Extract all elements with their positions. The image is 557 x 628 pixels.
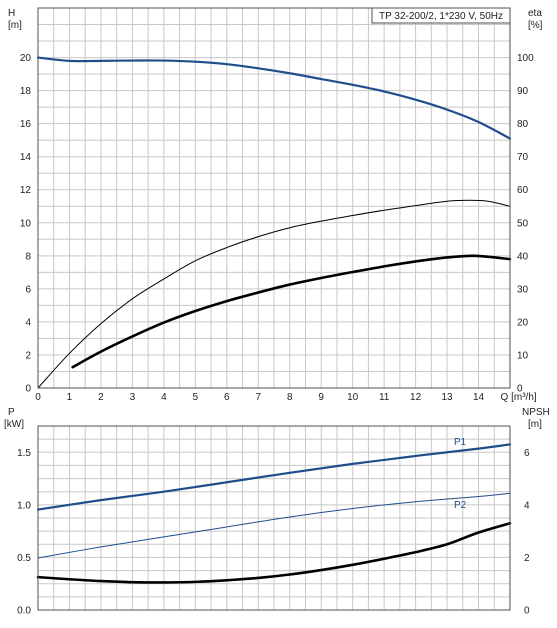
p1-label: P1: [454, 437, 467, 448]
y-left-tick-label: 2: [25, 350, 31, 361]
y-left-tick-label: 16: [20, 119, 32, 130]
y-left-tick-label: 10: [20, 218, 32, 229]
x-tick-label: 13: [442, 392, 454, 403]
x-tick-label: 4: [161, 392, 167, 403]
legend-text: TP 32-200/2, 1*230 V, 50Hz: [379, 11, 503, 22]
y-right-tick-label: 6: [524, 448, 530, 459]
y-right-tick-label: 20: [517, 317, 529, 328]
y-right-tick-label: 90: [517, 86, 529, 97]
legend-box: [371, 7, 511, 24]
x-tick-label: 3: [130, 392, 136, 403]
y-right-tick-label: 0: [517, 384, 523, 395]
x-tick-label: 5: [193, 392, 199, 403]
x-tick-label: 12: [410, 392, 422, 403]
y-left-tick-label: 6: [25, 284, 31, 295]
bottom-y-left-unit: [kW]: [4, 419, 24, 430]
top-panel-frame: [37, 7, 511, 389]
y-left-tick-label: 0.0: [17, 606, 31, 617]
y-right-tick-label: 70: [517, 152, 529, 163]
bottom-y-right-unit: [m]: [528, 419, 542, 430]
bottom-panel-series: [36, 443, 512, 584]
bottom-y-left-title: P: [8, 407, 15, 418]
y-right-tick-label: 10: [517, 350, 529, 361]
bottom-y-right-title: NPSH: [522, 407, 550, 418]
top-panel-grid: [37, 7, 511, 389]
p2-label: P2: [454, 500, 467, 511]
x-tick-label: 10: [347, 392, 359, 403]
y-right-tick-label: 0: [524, 606, 530, 617]
bottom-series-line-1: [37, 492, 511, 559]
y-right-tick-label: 4: [524, 500, 530, 511]
y-left-tick-label: 0.5: [17, 553, 31, 564]
x-tick-label: 2: [98, 392, 104, 403]
y-right-tick-label: 100: [517, 53, 534, 64]
y-left-tick-label: 1.0: [17, 500, 31, 511]
x-tick-label: 0: [35, 392, 41, 403]
y-right-tick-label: 2: [524, 553, 530, 564]
y-right-tick-label: 40: [517, 251, 529, 262]
y-left-tick-label: 20: [20, 53, 32, 64]
x-tick-label: 6: [224, 392, 230, 403]
top-series-line-1: [37, 199, 511, 389]
y-right-tick-label: 80: [517, 119, 529, 130]
top-y-right-title: eta: [528, 8, 542, 19]
x-tick-label: 11: [379, 392, 390, 403]
bottom-series-line-0: [36, 443, 512, 511]
y-left-tick-label: 0: [25, 384, 31, 395]
top-y-right-unit: [%]: [528, 20, 543, 31]
bottom-panel-frame: [37, 425, 511, 611]
tick-labels: 0 1 2 3 4 5 6 7 8 9 10 11 12 13 14 Q [m³/h]024681012141…: [17, 53, 537, 616]
y-left-tick-label: 12: [20, 185, 32, 196]
y-right-tick-label: 50: [517, 218, 529, 229]
x-tick-label: 1: [67, 392, 73, 403]
top-y-left-title: H: [8, 8, 15, 19]
top-y-left-unit: [m]: [8, 20, 22, 31]
y-right-tick-label: 30: [517, 284, 529, 295]
top-series-line-2: [71, 254, 512, 369]
x-tick-label: 8: [287, 392, 293, 403]
y-left-tick-label: 14: [20, 152, 32, 163]
y-left-tick-label: 8: [25, 251, 31, 262]
y-right-tick-label: 60: [517, 185, 529, 196]
bottom-series-line-2: [36, 521, 512, 584]
top-panel-series: [36, 56, 512, 389]
x-tick-label: 14: [473, 392, 485, 403]
x-axis-label: Q [m³/h]: [501, 392, 537, 403]
y-left-tick-label: 18: [20, 86, 32, 97]
x-tick-label: 7: [255, 392, 261, 403]
y-left-tick-label: 4: [25, 317, 31, 328]
top-series-line-0: [36, 56, 512, 140]
x-tick-label: 9: [318, 392, 324, 403]
y-left-tick-label: 1.5: [17, 448, 31, 459]
